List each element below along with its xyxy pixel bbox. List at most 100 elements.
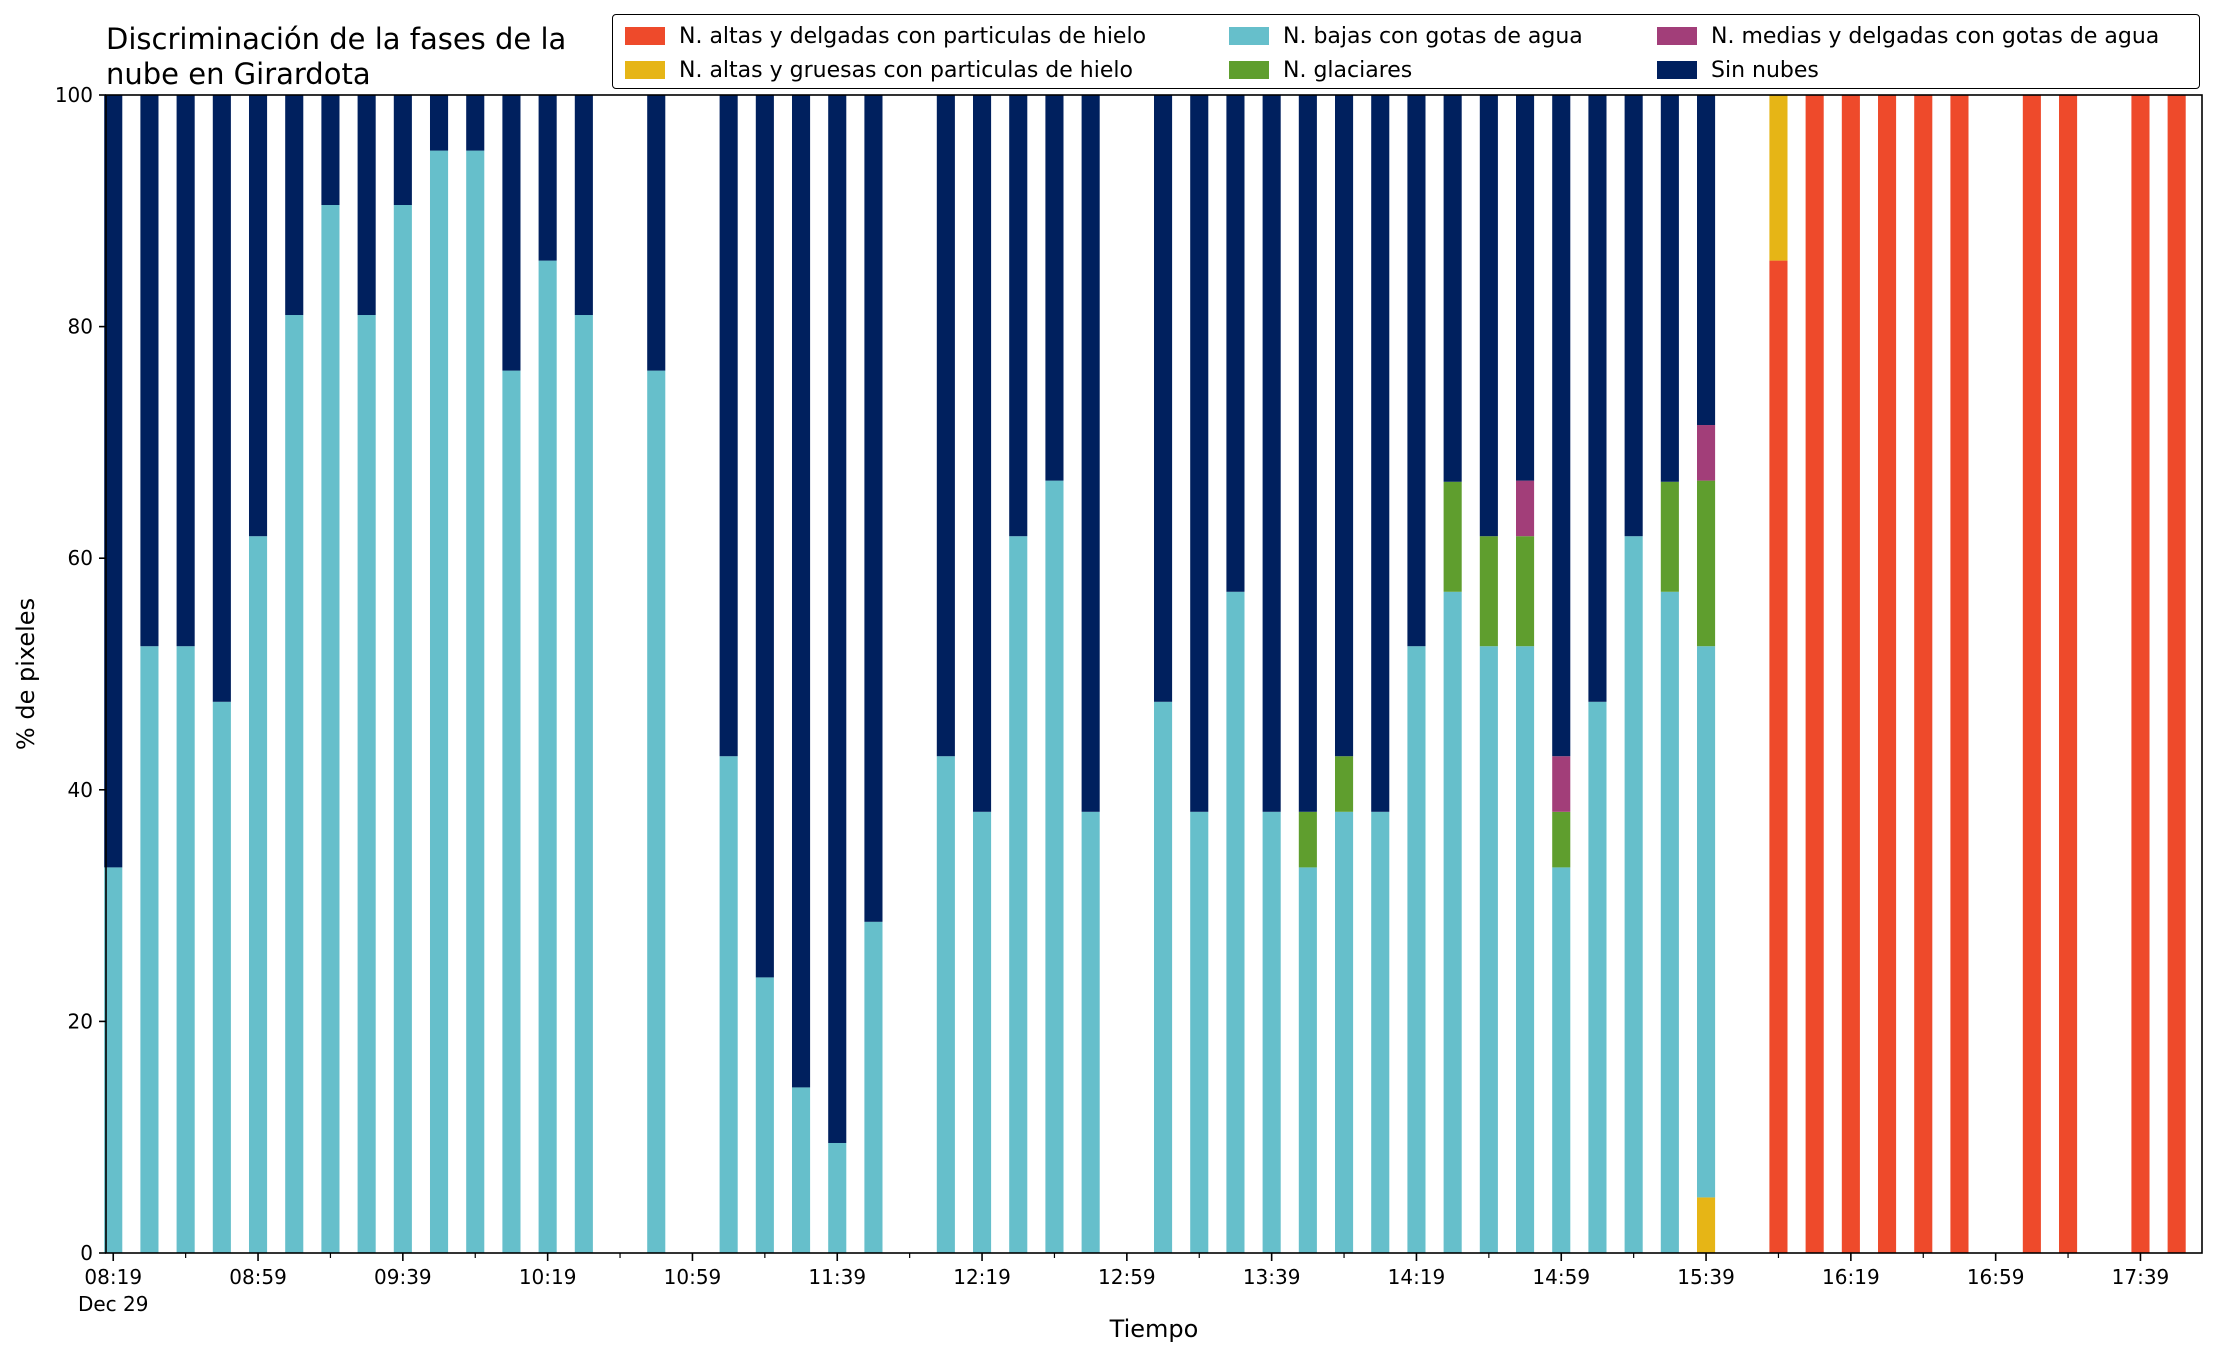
bar-segment (1371, 95, 1390, 812)
y-tick-label: 100 (55, 83, 93, 107)
bar-segment (1009, 536, 1028, 1253)
bar-segment (1045, 480, 1064, 1253)
bar-segment (1081, 811, 1100, 1253)
legend-label: N. glaciares (1283, 57, 1413, 83)
legend-item-medias-delgadas: N. medias y delgadas con gotas de agua (1657, 21, 2159, 51)
bar-segment (466, 150, 485, 1254)
bar-segment (212, 701, 231, 1253)
legend-swatch (1229, 61, 1269, 79)
bar-segment (1154, 95, 1173, 702)
bar-segment (538, 260, 557, 1253)
bar-segment (1479, 95, 1498, 537)
legend-label: N. altas y delgadas con particulas de hi… (679, 23, 1147, 49)
bar-segment (1407, 646, 1426, 1253)
legend-swatch (625, 61, 665, 79)
bar-segment (248, 95, 268, 537)
bar-segment (1226, 95, 1245, 592)
bar-segment (1335, 811, 1354, 1253)
bar-segment (466, 95, 485, 151)
y-tick-label: 60 (68, 546, 93, 570)
legend-item-altas-delgadas: N. altas y delgadas con particulas de hi… (625, 21, 1146, 51)
bar-segment (1298, 811, 1317, 868)
bar-segment (1697, 480, 1716, 647)
x-tick-label: 13:39 (1243, 1265, 1301, 1289)
bar-segment (1516, 646, 1535, 1253)
bar-segment (1624, 95, 1643, 537)
y-axis-label: % de pixeles (12, 598, 40, 750)
bar-segment (1769, 260, 1788, 1253)
bar-segment (574, 95, 593, 316)
bar-segment (1624, 536, 1643, 1253)
bar-segment (357, 315, 376, 1253)
bar-segment (1588, 95, 1607, 702)
bar-segment (285, 95, 304, 316)
bar-segment (1950, 95, 1969, 1253)
legend-swatch (1657, 27, 1697, 45)
bar-segment (538, 95, 557, 261)
bar-segment (574, 315, 593, 1253)
bar-segment (1335, 95, 1354, 757)
bar-segment (140, 646, 159, 1253)
x-tick-label: 09:39 (374, 1265, 432, 1289)
bar-segment (1914, 95, 1933, 1253)
bar-segment (864, 921, 883, 1253)
bar-segment (393, 95, 412, 206)
bar-segment (1552, 867, 1571, 1253)
bar-segment (1697, 646, 1716, 1198)
bar-segment (2131, 95, 2150, 1253)
bar-segment (1479, 536, 1498, 647)
x-tick-label: 08:19 (84, 1265, 142, 1289)
x-tick-label: 10:19 (519, 1265, 577, 1289)
bar-segment (393, 205, 412, 1253)
bar-segment (1045, 95, 1064, 481)
bar-segment (936, 756, 955, 1253)
y-tick-label: 20 (68, 1009, 93, 1033)
bar-segment (1516, 95, 1535, 481)
bar-segment (864, 95, 883, 922)
legend-item-altas-gruesas: N. altas y gruesas con particulas de hie… (625, 55, 1133, 85)
y-tick-label: 0 (80, 1241, 93, 1265)
bar-segment (1805, 95, 1824, 1253)
x-tick-label: 14:59 (1532, 1265, 1590, 1289)
bar-segment (1552, 756, 1571, 812)
bar-segment (502, 95, 521, 371)
bar-segment (1190, 811, 1209, 1253)
x-tick-label: 17:39 (2112, 1265, 2170, 1289)
bar-segment (1371, 811, 1390, 1253)
x-tick-label: 12:19 (953, 1265, 1011, 1289)
bar-segment (357, 95, 376, 316)
chart-title-line-1: Discriminación de la fases de la (106, 22, 567, 56)
bar-segment (1335, 756, 1354, 812)
bar-segment (1660, 95, 1679, 482)
bar-segment (972, 95, 992, 812)
bar-segment (647, 95, 666, 371)
legend-swatch (1657, 61, 1697, 79)
bar-segment (1009, 95, 1028, 537)
x-axis-label: Tiempo (1109, 1315, 1199, 1343)
legend-swatch (1229, 27, 1269, 45)
bar-segment (791, 1087, 811, 1253)
x-tick-label: 16:19 (1822, 1265, 1880, 1289)
bar-segment (285, 315, 304, 1253)
y-tick-label: 80 (68, 315, 93, 339)
bar-segment (104, 867, 123, 1253)
legend-label: N. medias y delgadas con gotas de agua (1711, 23, 2160, 49)
bar-segment (972, 811, 992, 1253)
x-tick-label: 08:59 (229, 1265, 287, 1289)
bar-segment (1226, 591, 1245, 1253)
bar-segment (1660, 481, 1679, 592)
x-tick-label: 16:59 (1967, 1265, 2025, 1289)
bar-segment (1769, 95, 1788, 261)
legend-item-glaciares: N. glaciares (1229, 55, 1412, 85)
bar-segment (248, 536, 268, 1253)
x-tick-label: 15:39 (1677, 1265, 1735, 1289)
bar-segment (1443, 95, 1462, 482)
bar-segment (1516, 536, 1535, 647)
bar-segment (1552, 95, 1571, 757)
bar-segment (1660, 591, 1679, 1253)
bar-segment (321, 95, 340, 206)
chart-title: Discriminación de la fases de la nube en… (106, 22, 566, 92)
bar-segment (2167, 95, 2186, 1253)
